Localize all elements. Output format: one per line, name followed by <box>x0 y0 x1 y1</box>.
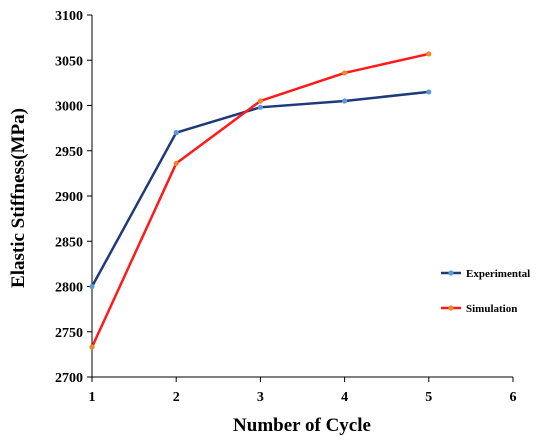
data-point-simulation <box>342 70 348 76</box>
y-tick-label: 2950 <box>55 145 83 160</box>
x-tick-label: 2 <box>173 390 180 405</box>
data-point-experimental <box>89 283 95 290</box>
y-tick-label: 2700 <box>55 371 83 386</box>
x-tick-label: 1 <box>89 390 96 405</box>
x-tick-label: 4 <box>341 390 348 405</box>
data-point-experimental <box>257 104 263 110</box>
y-tick-label: 2850 <box>55 235 83 250</box>
x-axis-title: Number of Cycle <box>233 415 371 436</box>
x-tick-label: 5 <box>425 390 432 405</box>
y-axis-title: Elastic Stiffness(MPa) <box>8 108 29 288</box>
series-layer <box>89 51 432 350</box>
data-point-simulation <box>89 344 95 350</box>
legend-marker-simulation <box>448 305 454 311</box>
axes: 2700 2750 2800 2850 2900 2950 3000 3050 3100 1 2 3 4… <box>55 9 517 405</box>
y-tick-label: 2800 <box>55 281 83 296</box>
data-point-experimental <box>342 98 348 104</box>
data-point-simulation <box>257 98 263 104</box>
x-tick-label: 6 <box>510 390 517 405</box>
data-point-simulation <box>426 51 432 57</box>
series-line-experimental <box>90 90 429 288</box>
legend: Experimental Simulation <box>441 268 530 315</box>
data-point-experimental <box>426 89 432 95</box>
y-tick-label: 2750 <box>55 326 83 341</box>
x-tick-label: 3 <box>257 390 264 405</box>
data-point-experimental <box>173 130 179 136</box>
legend-marker-experimental <box>448 270 454 276</box>
data-point-simulation <box>173 160 179 167</box>
legend-label-simulation: Simulation <box>466 303 517 315</box>
legend-label-experimental: Experimental <box>466 268 530 280</box>
y-tick-label: 3000 <box>55 100 83 115</box>
y-tick-label: 3100 <box>55 9 83 24</box>
y-tick-label: 2900 <box>55 190 83 205</box>
y-tick-label: 3050 <box>55 54 83 69</box>
